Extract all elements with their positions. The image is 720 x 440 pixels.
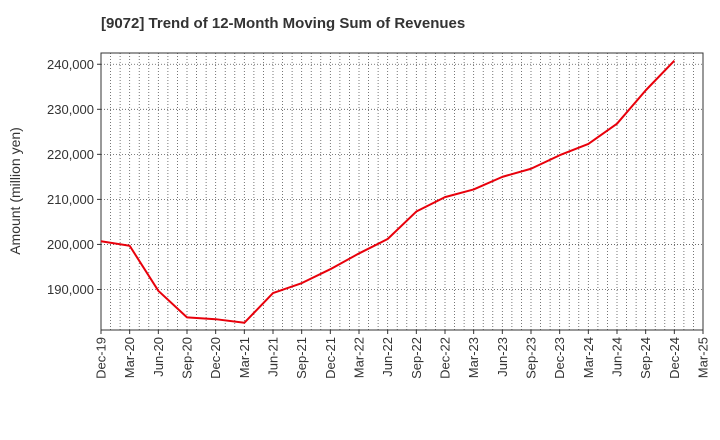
y-axis-label: Amount (million yen) <box>7 127 23 255</box>
x-tick-label: Dec-20 <box>208 337 223 379</box>
x-axis-ticks: Dec-19 Mar-20 Jun-20 Sep-20 Dec-20 Mar-21 Jun-… <box>94 330 711 379</box>
x-tick-label: Jun-23 <box>495 337 510 377</box>
x-tick-label: Dec-21 <box>323 337 338 379</box>
x-tick-label: Mar-23 <box>466 337 481 378</box>
y-axis-ticks: 190,000 200,000 210,000 220,000 230,000 240,0… <box>47 57 101 297</box>
x-tick-label: Dec-22 <box>438 337 453 379</box>
y-tick-label: 200,000 <box>47 237 94 252</box>
series-layer <box>100 59 676 324</box>
x-tick-label: Jun-22 <box>380 337 395 377</box>
x-tick-label: Mar-20 <box>122 337 137 378</box>
x-tick-label: Dec-24 <box>667 337 682 379</box>
x-tick-label: Sep-20 <box>180 337 195 379</box>
x-tick-label: Sep-21 <box>294 337 309 379</box>
x-tick-label: Dec-23 <box>552 337 567 379</box>
y-tick-label: 230,000 <box>47 102 94 117</box>
x-tick-label: Mar-21 <box>237 337 252 378</box>
y-tick-label: 210,000 <box>47 192 94 207</box>
x-tick-label: Mar-24 <box>581 337 596 378</box>
x-tick-label: Jun-20 <box>151 337 166 377</box>
y-tick-label: 190,000 <box>47 282 94 297</box>
y-tick-label: 240,000 <box>47 57 94 72</box>
plot-area <box>100 52 704 331</box>
chart-title: [9072] Trend of 12-Month Moving Sum of R… <box>101 15 466 32</box>
x-tick-label: Mar-25 <box>696 337 711 378</box>
x-tick-label: Sep-24 <box>638 337 653 379</box>
x-tick-label: Sep-23 <box>524 337 539 379</box>
x-tick-label: Sep-22 <box>409 337 424 379</box>
x-tick-label: Jun-21 <box>266 337 281 377</box>
x-tick-label: Mar-22 <box>352 337 367 378</box>
x-tick-label: Jun-24 <box>610 337 625 377</box>
x-tick-label: Dec-19 <box>94 337 109 379</box>
grid-lines <box>101 53 703 330</box>
y-tick-label: 220,000 <box>47 147 94 162</box>
